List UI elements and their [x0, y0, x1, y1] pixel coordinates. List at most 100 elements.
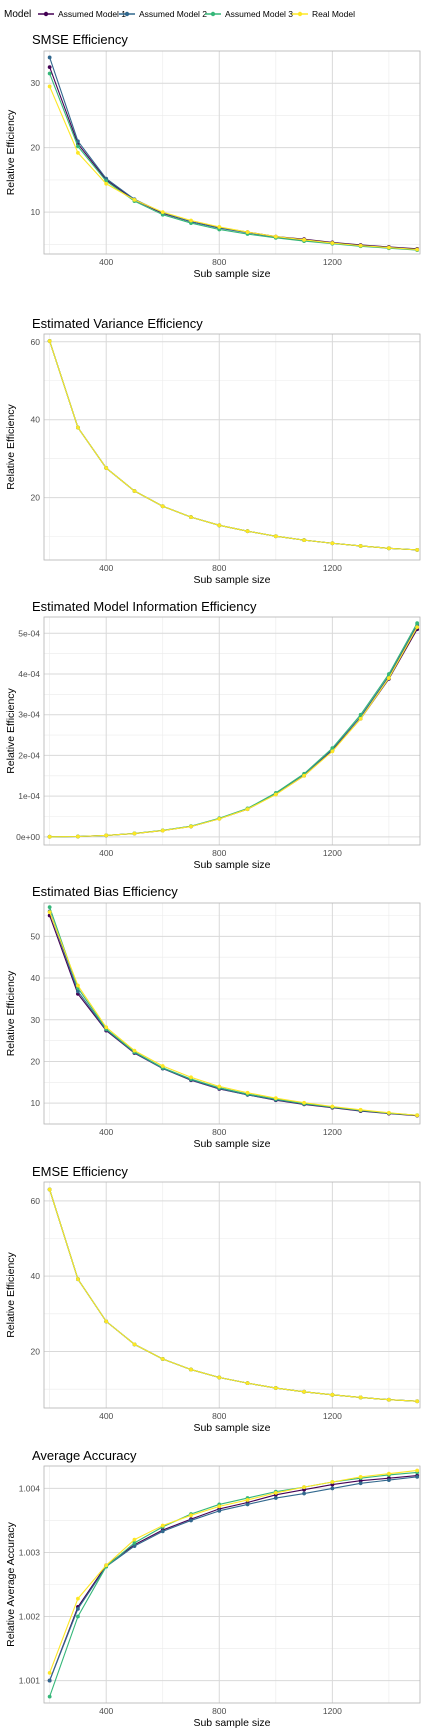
data-point — [358, 1474, 363, 1479]
data-point — [104, 833, 109, 838]
x-tick-label: 400 — [99, 563, 113, 573]
data-point — [160, 828, 165, 833]
data-point — [47, 834, 52, 839]
series-line — [49, 73, 418, 251]
y-tick-label: 1.001 — [19, 1676, 41, 1686]
y-tick-label: 60 — [31, 1196, 41, 1206]
data-point — [273, 1096, 278, 1101]
data-point — [132, 1537, 137, 1542]
data-point — [47, 84, 52, 89]
data-point — [47, 55, 52, 60]
data-point — [47, 339, 52, 343]
data-point — [47, 65, 52, 70]
data-point — [358, 1481, 363, 1486]
series-real-model — [47, 339, 420, 552]
y-tick-label: 50 — [31, 931, 41, 941]
data-point — [273, 792, 278, 797]
x-tick-label: 800 — [212, 1706, 226, 1716]
grid — [44, 1182, 420, 1408]
legend-marker — [210, 11, 216, 17]
data-point — [160, 504, 165, 509]
x-tick-label: 1200 — [323, 563, 342, 573]
data-point — [330, 1480, 335, 1484]
series-line — [49, 906, 418, 1116]
series-assumed-model-2 — [47, 339, 420, 552]
data-point — [245, 1498, 250, 1502]
data-point — [387, 546, 391, 551]
data-point — [47, 1678, 52, 1683]
series-line — [49, 915, 418, 1117]
series-real-model — [47, 910, 420, 1118]
series-assumed-model-1 — [47, 339, 420, 552]
panel-emse-efficiency: EMSE Efficiency 400 800 1200 20 40 60 Sub sampl… — [5, 1164, 421, 1434]
y-axis-title: Relative Efficiency — [5, 109, 17, 195]
data-point — [415, 547, 420, 552]
data-point — [387, 1397, 391, 1402]
data-point — [217, 1084, 222, 1089]
series-assumed-model-3 — [47, 339, 420, 552]
legend-title: Model — [4, 9, 31, 20]
panel-estimated-variance-efficiency: Estimated Variance Efficiency 400 800 1200 2… — [5, 316, 421, 586]
data-point — [273, 1496, 278, 1500]
y-tick-label: 40 — [31, 973, 41, 983]
data-point — [76, 834, 80, 839]
data-point — [47, 1694, 52, 1699]
x-axis-title: Sub sample size — [193, 1717, 270, 1728]
series-line — [49, 622, 418, 838]
series-line — [49, 1475, 418, 1681]
y-tick-label: 20 — [31, 1347, 41, 1357]
y-tick-label: 1.004 — [19, 1483, 41, 1493]
data-point — [104, 181, 109, 186]
x-tick-label: 800 — [212, 257, 226, 267]
panel-title: Estimated Bias Efficiency — [32, 884, 178, 899]
data-point — [132, 1540, 137, 1545]
data-point — [104, 1563, 109, 1568]
data-point — [415, 625, 420, 630]
x-tick-label: 1200 — [323, 1127, 342, 1137]
panel-border — [43, 50, 421, 255]
data-point — [217, 1504, 222, 1509]
y-tick-label: 4e-04 — [18, 669, 40, 679]
data-point — [132, 1544, 137, 1548]
data-point — [76, 144, 80, 149]
legend-marker — [297, 11, 303, 17]
panel-title: Average Accuracy — [32, 1448, 137, 1463]
x-tick-label: 800 — [212, 1127, 226, 1137]
x-tick-label: 800 — [212, 563, 226, 573]
series-real-model — [47, 625, 420, 839]
grid — [44, 51, 420, 254]
data-point — [189, 218, 193, 223]
data-point — [415, 1399, 420, 1404]
panel-border — [43, 333, 421, 561]
series-line — [49, 1476, 418, 1681]
panel-border — [43, 616, 421, 846]
series-assumed-model-1 — [47, 1473, 420, 1683]
data-point — [387, 676, 391, 680]
legend-item-assumed-model-3: Assumed Model 3 — [205, 9, 293, 19]
series-line — [49, 1189, 418, 1402]
grid — [44, 1466, 420, 1703]
y-tick-label: 10 — [31, 207, 41, 217]
y-tick-label: 3e-04 — [18, 710, 40, 720]
series-line — [49, 911, 418, 1116]
data-point — [302, 538, 306, 543]
data-point — [415, 621, 420, 626]
legend-marker — [124, 11, 130, 17]
data-point — [273, 234, 278, 239]
panel-border — [43, 1465, 421, 1704]
y-tick-label: 20 — [31, 493, 41, 503]
series-line — [49, 340, 418, 551]
x-tick-label: 400 — [99, 1706, 113, 1716]
y-tick-label: 40 — [31, 1271, 41, 1281]
data-point — [160, 1523, 165, 1528]
data-point — [387, 672, 391, 676]
legend-label: Assumed Model 3 — [225, 9, 293, 19]
data-point — [217, 225, 222, 229]
series-assumed-model-3 — [47, 1187, 420, 1404]
data-point — [76, 425, 80, 430]
data-point — [415, 1468, 420, 1473]
data-point — [160, 1064, 165, 1068]
series-real-model — [47, 1187, 420, 1404]
y-tick-label: 30 — [31, 1015, 41, 1025]
series-line — [49, 1471, 418, 1697]
